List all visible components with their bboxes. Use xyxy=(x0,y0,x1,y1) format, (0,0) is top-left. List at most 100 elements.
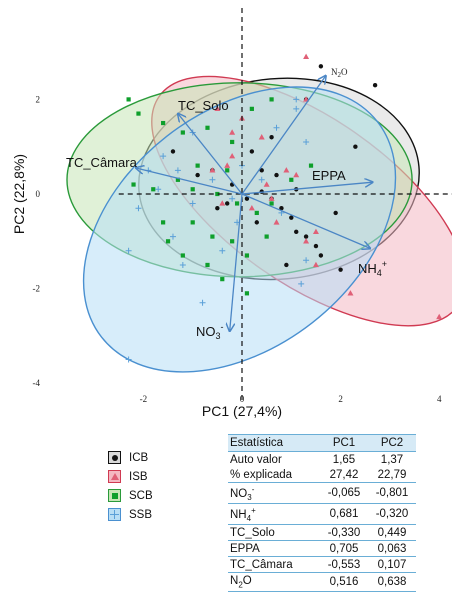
point-scb xyxy=(245,291,249,295)
point-scb xyxy=(151,187,155,191)
point-icb xyxy=(319,64,323,68)
y-tick-label: -4 xyxy=(33,378,41,388)
y-tick-label: 2 xyxy=(36,94,41,104)
row-pc1: -0,553 xyxy=(320,557,368,573)
row-label: TC_Solo xyxy=(228,525,320,541)
point-icb xyxy=(195,173,199,177)
row-pc2: 0,449 xyxy=(368,525,416,541)
point-scb xyxy=(289,178,293,182)
point-scb xyxy=(205,126,209,130)
point-icb xyxy=(250,149,254,153)
row-label: N2O xyxy=(228,573,320,591)
pca-statistics-table: Estatística PC1 PC2 Auto valor 1,65 1,37… xyxy=(228,434,416,592)
row-pc1: 0,516 xyxy=(320,573,368,591)
plus-v xyxy=(114,510,115,519)
row-label: Auto valor xyxy=(228,452,320,468)
x-tick-label: 2 xyxy=(338,394,343,404)
point-icb xyxy=(215,206,219,210)
table-row: EPPA 0,705 0,063 xyxy=(228,541,416,557)
legend-swatch xyxy=(108,508,121,521)
point-scb xyxy=(131,182,135,186)
point-icb xyxy=(274,173,278,177)
point-icb xyxy=(294,230,298,234)
row-pc1: 27,42 xyxy=(320,467,368,483)
point-scb xyxy=(269,97,273,101)
row-pc2: 0,638 xyxy=(368,573,416,591)
point-scb xyxy=(161,121,165,125)
point-icb xyxy=(353,145,357,149)
legend-swatch xyxy=(108,470,121,483)
row-pc1: 0,681 xyxy=(320,504,368,525)
table-row: TC_Solo -0,330 0,449 xyxy=(228,525,416,541)
point-isb xyxy=(303,54,309,59)
table-row: TC_Câmara -0,553 0,107 xyxy=(228,557,416,573)
header-pc1: PC1 xyxy=(320,435,368,452)
table-header-row: Estatística PC1 PC2 xyxy=(228,435,416,452)
header-statistic: Estatística xyxy=(228,435,320,452)
point-scb xyxy=(255,211,259,215)
plus-marker-icon xyxy=(110,510,119,519)
triangle-marker-icon xyxy=(111,473,119,480)
legend-item-icb: ICB xyxy=(108,448,208,467)
point-icb xyxy=(171,149,175,153)
legend-swatch xyxy=(108,451,121,464)
row-pc2: -0,320 xyxy=(368,504,416,525)
legend-item-scb: SCB xyxy=(108,486,208,505)
point-icb xyxy=(284,263,288,267)
legend-item-isb: ISB xyxy=(108,467,208,486)
group-ellipses xyxy=(29,29,452,430)
point-scb xyxy=(265,234,269,238)
table-row: NH4+ 0,681 -0,320 xyxy=(228,504,416,525)
point-scb xyxy=(225,168,229,172)
point-scb xyxy=(166,239,170,243)
point-scb xyxy=(191,220,195,224)
y-tick-label: -2 xyxy=(33,284,41,294)
point-scb xyxy=(230,140,234,144)
legend-label: SSB xyxy=(129,509,152,521)
x-tick-label: -2 xyxy=(140,394,148,404)
y-axis-title: PC2 (22,8%) xyxy=(11,154,27,234)
point-scb xyxy=(220,277,224,281)
legend-swatch xyxy=(108,489,121,502)
row-pc1: -0,065 xyxy=(320,483,368,504)
point-icb xyxy=(373,83,377,87)
row-pc1: -0,330 xyxy=(320,525,368,541)
point-scb xyxy=(196,164,200,168)
table-row: N2O 0,516 0,638 xyxy=(228,573,416,591)
header-pc2: PC2 xyxy=(368,435,416,452)
legend-label: ISB xyxy=(129,471,148,483)
point-scb xyxy=(127,97,131,101)
table-row: NO3- -0,065 -0,801 xyxy=(228,483,416,504)
vector-label-eppa: EPPA xyxy=(312,168,346,183)
table-row: Auto valor 1,65 1,37 xyxy=(228,452,416,468)
table-row: % explicada 27,42 22,79 xyxy=(228,467,416,483)
point-scb xyxy=(210,234,214,238)
point-scb xyxy=(230,239,234,243)
point-scb xyxy=(181,253,185,257)
point-icb xyxy=(338,267,342,271)
point-scb xyxy=(161,220,165,224)
vector-label-tc-camara: TC_Câmara xyxy=(66,155,138,170)
point-scb xyxy=(269,201,273,205)
point-scb xyxy=(191,187,195,191)
circle-marker-icon xyxy=(112,455,118,461)
row-pc1: 0,705 xyxy=(320,541,368,557)
point-scb xyxy=(181,130,185,134)
row-pc2: -0,801 xyxy=(368,483,416,504)
point-icb xyxy=(225,201,229,205)
row-label: NH4+ xyxy=(228,504,320,525)
row-label: % explicada xyxy=(228,467,320,483)
x-axis-title: PC1 (27,4%) xyxy=(202,403,282,419)
legend-label: SCB xyxy=(129,490,153,502)
legend-label: ICB xyxy=(129,452,148,464)
point-scb xyxy=(235,201,239,205)
row-label: NO3- xyxy=(228,483,320,504)
point-scb xyxy=(250,107,254,111)
y-tick-label: 0 xyxy=(36,189,41,199)
point-icb xyxy=(269,135,273,139)
row-label: EPPA xyxy=(228,541,320,557)
vector-label-n2o: N2O xyxy=(331,67,348,79)
vector-label-tc-solo: TC_Solo xyxy=(178,98,229,113)
point-scb xyxy=(205,263,209,267)
point-icb xyxy=(314,244,318,248)
